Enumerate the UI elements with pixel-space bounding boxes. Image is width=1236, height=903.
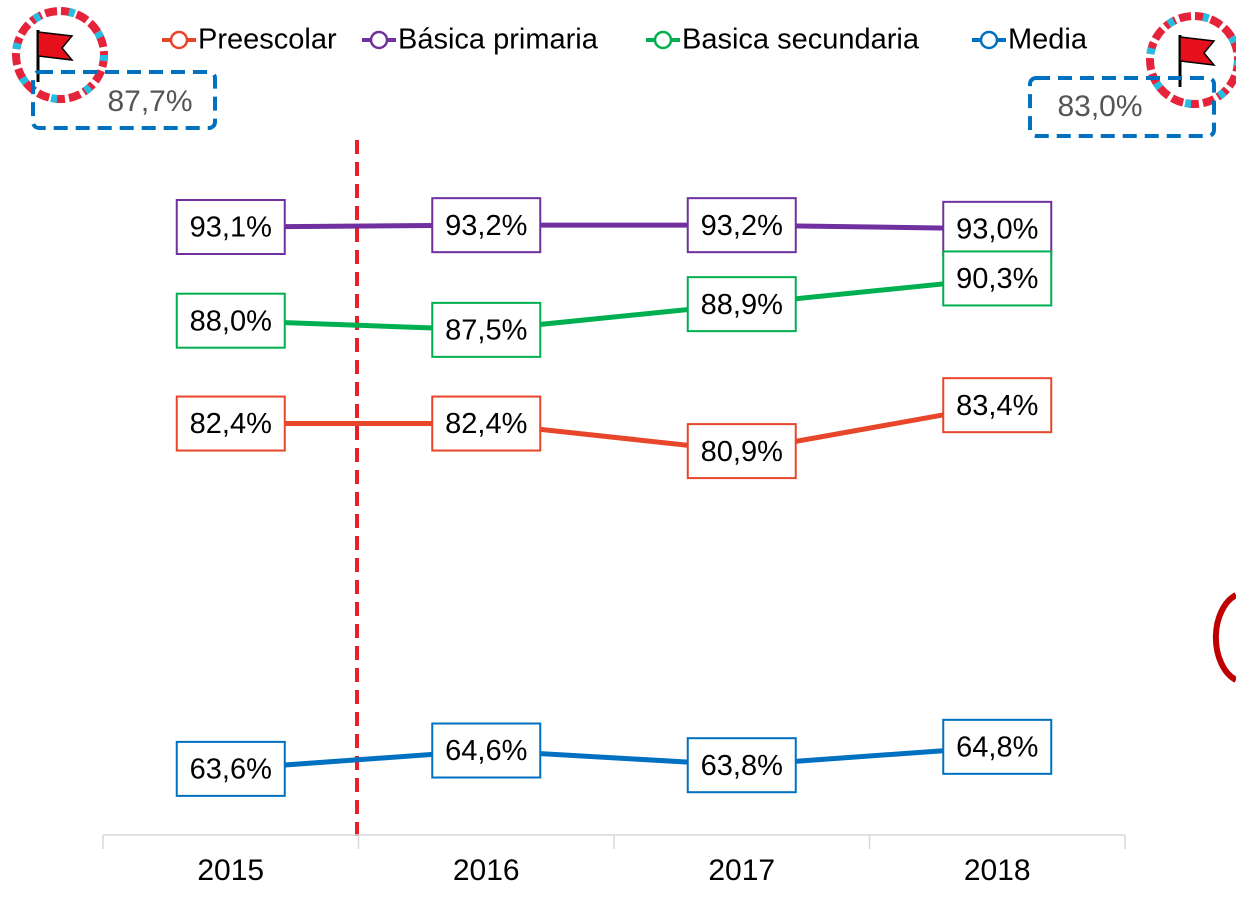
data-label-box (686, 737, 797, 794)
legend-label: Basica secundaria (682, 24, 920, 56)
data-label: 82,4% (445, 408, 527, 440)
data-label: 87,5% (445, 315, 527, 347)
data-label-box (431, 197, 542, 254)
data-label-box (942, 200, 1053, 257)
legend-marker (369, 30, 389, 50)
data-label: 80,9% (701, 436, 783, 468)
data-label: 88,0% (190, 305, 272, 337)
data-label: 93,2% (701, 210, 783, 242)
series-line (230, 222, 998, 232)
data-label-box (175, 395, 286, 452)
legend-marker (979, 30, 999, 50)
data-label: 93,0% (956, 213, 1038, 245)
data-label: 64,6% (445, 735, 527, 767)
data-label: 93,1% (190, 212, 272, 244)
data-label-box (175, 199, 286, 256)
data-label-box (942, 377, 1053, 434)
x-tick-label: 2017 (708, 854, 775, 887)
data-label: 63,8% (701, 750, 783, 782)
series-line (230, 402, 998, 454)
data-label: 63,6% (190, 754, 272, 786)
legend-label: Básica primaria (398, 24, 599, 56)
data-label: 82,4% (190, 408, 272, 440)
data-label-box (175, 292, 286, 349)
data-label: 93,2% (445, 210, 527, 242)
annotation-box (31, 70, 217, 130)
x-tick-label: 2018 (964, 854, 1031, 887)
data-label-box (431, 722, 542, 779)
data-label-box (686, 423, 797, 480)
flag-icon (1146, 12, 1236, 108)
data-label-box (942, 718, 1053, 775)
flag-icon (12, 7, 108, 103)
decoration (1212, 592, 1236, 683)
data-label-box (686, 276, 797, 333)
legend-marker (653, 30, 673, 50)
annotation: 83,0% (1057, 90, 1142, 123)
legend-label: Media (1008, 24, 1088, 56)
data-label: 90,3% (956, 263, 1038, 295)
data-label: 88,9% (701, 289, 783, 321)
x-tick-label: 2016 (453, 854, 520, 887)
annotation: 87,7% (107, 85, 192, 118)
legend-marker (169, 30, 189, 50)
series-line (230, 275, 998, 333)
x-tick-label: 2015 (197, 854, 264, 887)
series-line (230, 744, 998, 772)
data-label-box (175, 740, 286, 797)
legend-label: Preescolar (198, 24, 337, 56)
data-label: 83,4% (956, 390, 1038, 422)
data-label-box (431, 395, 542, 452)
data-label-box (942, 250, 1053, 307)
annotation-box (1028, 76, 1216, 138)
data-label-box (431, 301, 542, 358)
data-label: 64,8% (956, 731, 1038, 763)
data-label-box (686, 197, 797, 254)
